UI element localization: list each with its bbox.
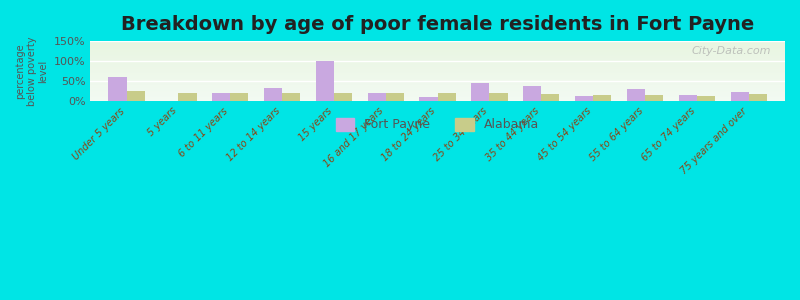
Bar: [90, 75, 785, 76]
Text: City-Data.com: City-Data.com: [692, 46, 771, 56]
Bar: [90, 62, 785, 63]
Bar: [90, 93, 785, 94]
Bar: [749, 94, 767, 101]
Bar: [90, 50, 785, 51]
Bar: [90, 47, 785, 48]
Bar: [90, 83, 785, 84]
Bar: [264, 88, 282, 101]
Bar: [90, 81, 785, 82]
Bar: [90, 97, 785, 98]
Bar: [90, 60, 785, 61]
Bar: [90, 54, 785, 55]
Bar: [90, 92, 785, 93]
Bar: [90, 55, 785, 56]
Bar: [90, 48, 785, 49]
Bar: [90, 80, 785, 81]
Bar: [90, 63, 785, 64]
Bar: [90, 96, 785, 97]
Bar: [386, 93, 404, 101]
Bar: [90, 95, 785, 96]
Bar: [90, 77, 785, 78]
Bar: [90, 44, 785, 45]
Bar: [90, 65, 785, 66]
Bar: [90, 70, 785, 71]
Bar: [90, 67, 785, 68]
Bar: [471, 83, 490, 101]
Bar: [90, 87, 785, 88]
Bar: [90, 57, 785, 58]
Bar: [90, 45, 785, 46]
Bar: [90, 52, 785, 53]
Bar: [593, 95, 611, 101]
Title: Breakdown by age of poor female residents in Fort Payne: Breakdown by age of poor female resident…: [121, 15, 754, 34]
Bar: [90, 74, 785, 75]
Bar: [90, 90, 785, 91]
Bar: [90, 56, 785, 57]
Bar: [126, 91, 145, 101]
Bar: [542, 94, 559, 101]
Bar: [212, 93, 230, 101]
Bar: [90, 85, 785, 86]
Bar: [575, 96, 593, 101]
Bar: [90, 41, 785, 42]
Bar: [90, 89, 785, 90]
Bar: [90, 59, 785, 60]
Bar: [419, 97, 438, 101]
Bar: [697, 96, 715, 101]
Bar: [90, 76, 785, 77]
Bar: [90, 46, 785, 47]
Bar: [178, 93, 197, 101]
Bar: [368, 93, 386, 101]
Bar: [90, 99, 785, 100]
Bar: [90, 68, 785, 69]
Bar: [90, 51, 785, 52]
Bar: [90, 58, 785, 59]
Bar: [90, 79, 785, 80]
Bar: [90, 49, 785, 50]
Bar: [90, 84, 785, 85]
Bar: [230, 93, 248, 101]
Bar: [645, 95, 663, 101]
Bar: [90, 94, 785, 95]
Bar: [627, 89, 645, 101]
Bar: [90, 42, 785, 43]
Y-axis label: percentage
below poverty
level: percentage below poverty level: [15, 36, 48, 106]
Bar: [316, 61, 334, 101]
Bar: [90, 98, 785, 99]
Bar: [90, 82, 785, 83]
Bar: [90, 78, 785, 79]
Bar: [90, 86, 785, 87]
Bar: [90, 43, 785, 44]
Bar: [90, 61, 785, 62]
Legend: Fort Payne, Alabama: Fort Payne, Alabama: [330, 112, 546, 138]
Bar: [438, 93, 456, 101]
Bar: [730, 92, 749, 101]
Bar: [523, 86, 542, 101]
Bar: [90, 53, 785, 54]
Bar: [678, 95, 697, 101]
Bar: [490, 93, 508, 101]
Bar: [90, 69, 785, 70]
Bar: [90, 72, 785, 73]
Bar: [90, 100, 785, 101]
Bar: [90, 61, 785, 62]
Bar: [108, 77, 126, 101]
Bar: [282, 93, 300, 101]
Bar: [90, 66, 785, 67]
Bar: [90, 71, 785, 72]
Bar: [334, 93, 352, 101]
Bar: [90, 88, 785, 89]
Bar: [90, 64, 785, 65]
